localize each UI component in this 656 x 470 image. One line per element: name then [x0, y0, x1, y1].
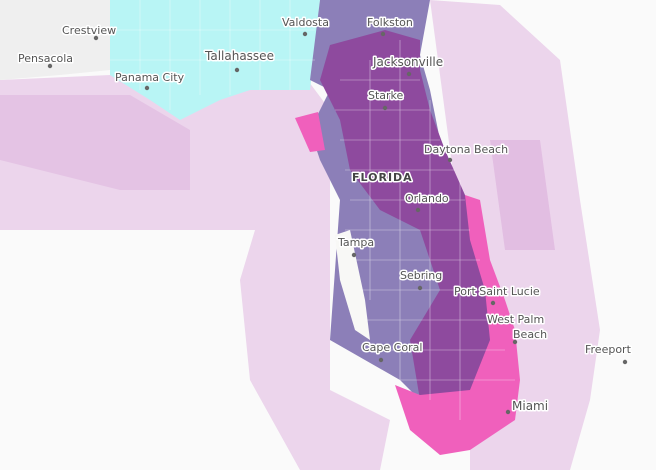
- place-label: Panama City: [115, 71, 185, 84]
- warning-area: [395, 195, 520, 455]
- land: [0, 0, 110, 80]
- place-label: Jacksonville: [372, 55, 443, 69]
- marine-zone: [0, 95, 190, 190]
- marine-zone: [240, 180, 390, 470]
- place-label: Orlando: [405, 192, 449, 205]
- place-label: Cape Coral: [362, 341, 422, 354]
- place-label: Tallahassee: [204, 49, 274, 63]
- place-label: Pensacola: [18, 52, 73, 65]
- place-label: Folkston: [367, 16, 413, 29]
- place-label: West Palm: [487, 313, 544, 326]
- warning-area: [295, 112, 325, 152]
- state-label: FLORIDA: [352, 171, 413, 184]
- place-label: Tampa: [337, 236, 374, 249]
- place-label: Port Saint Lucie: [454, 285, 540, 298]
- place-label: Daytona Beach: [424, 143, 508, 156]
- place-label: Sebring: [400, 269, 442, 282]
- place-label: Valdosta: [282, 16, 329, 29]
- place-label: Starke: [368, 89, 404, 102]
- place-label: Miami: [512, 399, 548, 413]
- county-lines: [110, 0, 515, 420]
- place-label: Freeport: [585, 343, 632, 356]
- marine-zone: [490, 140, 555, 250]
- city-dots: [47, 31, 628, 415]
- place-label: Beach: [513, 328, 547, 341]
- place-label: Crestview: [62, 24, 116, 37]
- land: [335, 230, 370, 340]
- warning-area: [320, 30, 500, 400]
